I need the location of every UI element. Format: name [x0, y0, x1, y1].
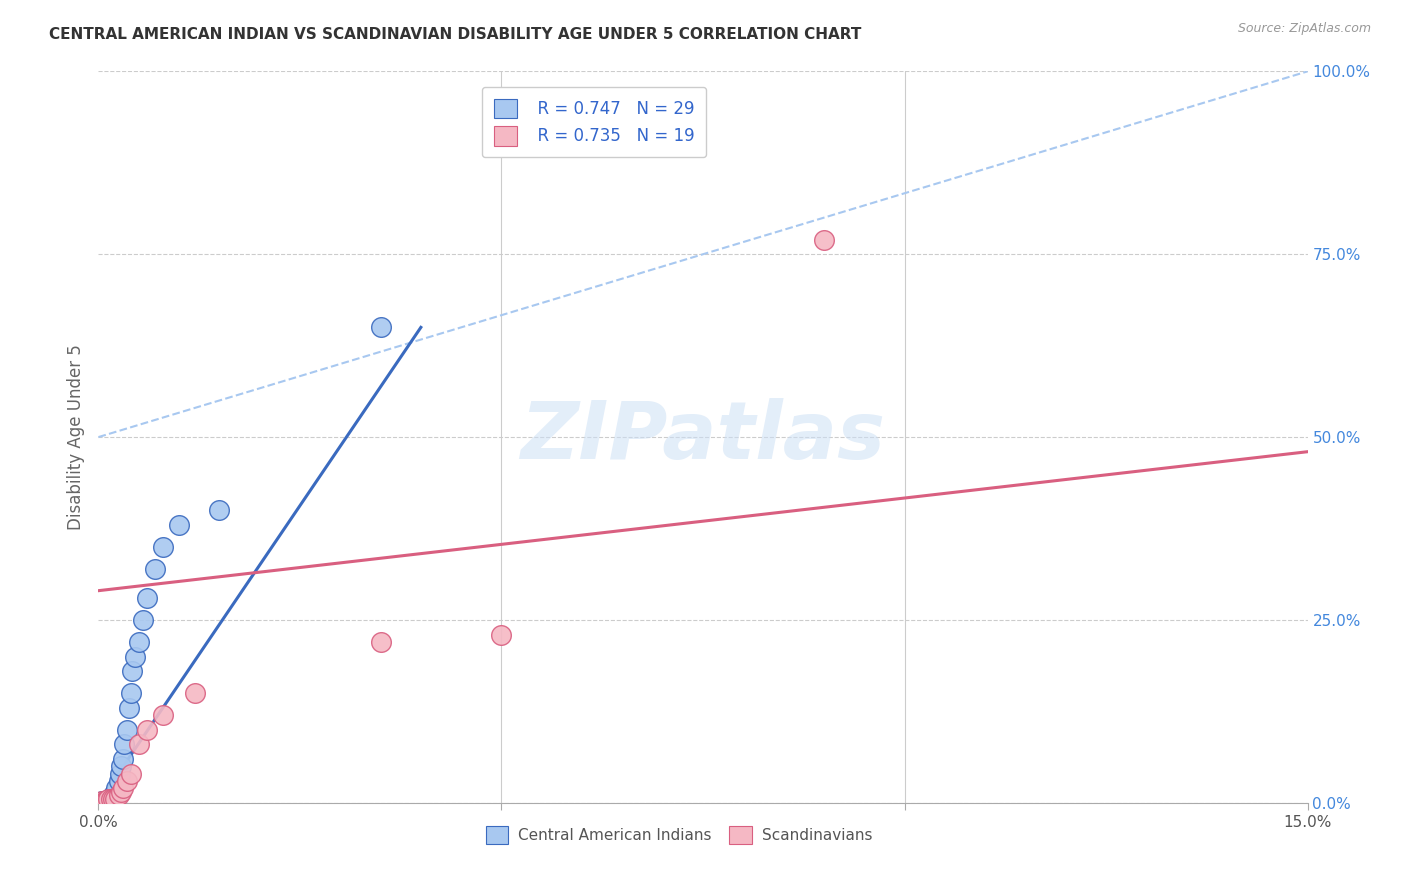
Point: [813, 233, 835, 247]
Point: [93, 794, 115, 808]
Point: [111, 781, 134, 796]
Point: [120, 686, 142, 700]
Point: [110, 759, 132, 773]
Point: [128, 635, 150, 649]
Point: [184, 686, 207, 700]
Point: [94, 794, 117, 808]
Point: [128, 737, 150, 751]
Point: [108, 766, 131, 780]
Point: [152, 540, 174, 554]
Point: [105, 781, 128, 796]
Point: [135, 723, 157, 737]
Point: [91, 794, 114, 808]
Point: [491, 627, 513, 641]
Point: [101, 789, 124, 803]
Point: [112, 737, 135, 751]
Point: [96, 794, 118, 808]
Point: [143, 562, 166, 576]
Text: ZIPatlas: ZIPatlas: [520, 398, 886, 476]
Point: [97, 792, 120, 806]
Point: [121, 664, 143, 678]
Point: [97, 794, 120, 808]
Point: [124, 649, 146, 664]
Point: [118, 700, 141, 714]
Point: [115, 723, 138, 737]
Point: [110, 785, 132, 799]
Point: [101, 789, 124, 804]
Point: [370, 635, 392, 649]
Point: [132, 613, 155, 627]
Point: [107, 789, 129, 803]
Text: CENTRAL AMERICAN INDIAN VS SCANDINAVIAN DISABILITY AGE UNDER 5 CORRELATION CHART: CENTRAL AMERICAN INDIAN VS SCANDINAVIAN …: [49, 27, 862, 42]
Text: Source: ZipAtlas.com: Source: ZipAtlas.com: [1237, 22, 1371, 36]
Point: [97, 792, 120, 806]
Point: [100, 792, 122, 806]
Point: [107, 773, 129, 788]
Point: [103, 792, 125, 806]
Point: [91, 794, 114, 808]
Legend: Central American Indians, Scandinavians: Central American Indians, Scandinavians: [479, 820, 879, 850]
Point: [135, 591, 157, 605]
Point: [111, 752, 134, 766]
Point: [208, 503, 231, 517]
Point: [167, 517, 190, 532]
Point: [94, 794, 117, 808]
Point: [100, 792, 122, 806]
Point: [115, 773, 138, 788]
Point: [152, 708, 174, 723]
Point: [370, 320, 392, 334]
Point: [101, 792, 124, 806]
Point: [103, 785, 125, 799]
Point: [120, 766, 142, 780]
Y-axis label: Disability Age Under 5: Disability Age Under 5: [66, 344, 84, 530]
Point: [96, 794, 118, 808]
